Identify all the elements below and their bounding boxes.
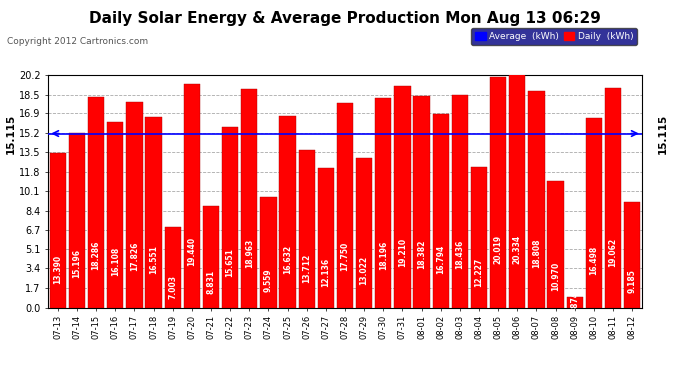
Bar	[126, 102, 143, 308]
Text: 0.874: 0.874	[570, 290, 579, 315]
Bar	[203, 206, 219, 308]
Bar	[222, 128, 238, 308]
Bar	[50, 153, 66, 308]
Bar	[605, 88, 621, 308]
Text: 16.551: 16.551	[149, 245, 158, 274]
Bar	[509, 74, 525, 308]
Bar	[547, 181, 564, 308]
Text: 19.440: 19.440	[188, 237, 197, 266]
Bar	[529, 91, 544, 308]
Text: Copyright 2012 Cartronics.com: Copyright 2012 Cartronics.com	[7, 38, 148, 46]
Bar	[624, 202, 640, 308]
Bar	[471, 167, 487, 308]
Text: 17.750: 17.750	[340, 242, 350, 271]
Text: 19.210: 19.210	[398, 238, 407, 267]
Text: 13.022: 13.022	[359, 255, 368, 285]
Bar	[184, 84, 200, 308]
Bar	[279, 116, 296, 308]
Text: 9.559: 9.559	[264, 268, 273, 292]
Bar	[107, 122, 124, 308]
Bar	[165, 227, 181, 308]
Bar	[413, 96, 430, 308]
Text: 12.227: 12.227	[475, 258, 484, 287]
Text: 9.185: 9.185	[628, 269, 637, 293]
Text: 18.382: 18.382	[417, 240, 426, 269]
Text: 12.136: 12.136	[322, 258, 331, 287]
Bar	[299, 150, 315, 308]
Bar	[317, 168, 334, 308]
Text: 13.712: 13.712	[302, 254, 311, 283]
Text: 18.196: 18.196	[379, 240, 388, 270]
Text: 15.115: 15.115	[6, 113, 15, 154]
Bar	[241, 89, 257, 308]
Text: Daily Solar Energy & Average Production Mon Aug 13 06:29: Daily Solar Energy & Average Production …	[89, 11, 601, 26]
Text: 15.196: 15.196	[72, 249, 81, 278]
Bar	[452, 95, 468, 308]
Text: 7.003: 7.003	[168, 275, 177, 299]
Text: 18.963: 18.963	[245, 238, 254, 267]
Bar	[586, 118, 602, 308]
Bar	[566, 297, 583, 307]
Bar	[394, 86, 411, 308]
Legend: Average  (kWh), Daily  (kWh): Average (kWh), Daily (kWh)	[471, 28, 637, 45]
Bar	[146, 117, 161, 308]
Bar	[260, 198, 277, 308]
Text: 16.632: 16.632	[283, 245, 292, 274]
Text: 18.436: 18.436	[455, 240, 464, 269]
Text: 18.286: 18.286	[92, 240, 101, 270]
Text: 18.808: 18.808	[532, 238, 541, 268]
Text: 16.108: 16.108	[111, 246, 120, 276]
Bar	[490, 77, 506, 308]
Text: 10.970: 10.970	[551, 261, 560, 291]
Bar	[88, 97, 104, 308]
Text: 20.019: 20.019	[493, 236, 502, 264]
Text: 15.651: 15.651	[226, 248, 235, 277]
Bar	[356, 158, 373, 308]
Text: 19.062: 19.062	[609, 238, 618, 267]
Bar	[337, 103, 353, 308]
Bar	[69, 133, 85, 308]
Text: 16.794: 16.794	[436, 244, 445, 274]
Bar	[433, 114, 449, 308]
Text: 8.831: 8.831	[206, 270, 215, 294]
Text: 16.498: 16.498	[589, 245, 598, 274]
Text: 13.390: 13.390	[53, 254, 62, 284]
Text: 20.334: 20.334	[513, 234, 522, 264]
Bar	[375, 98, 391, 308]
Text: 17.826: 17.826	[130, 242, 139, 271]
Text: 15.115: 15.115	[658, 113, 667, 154]
